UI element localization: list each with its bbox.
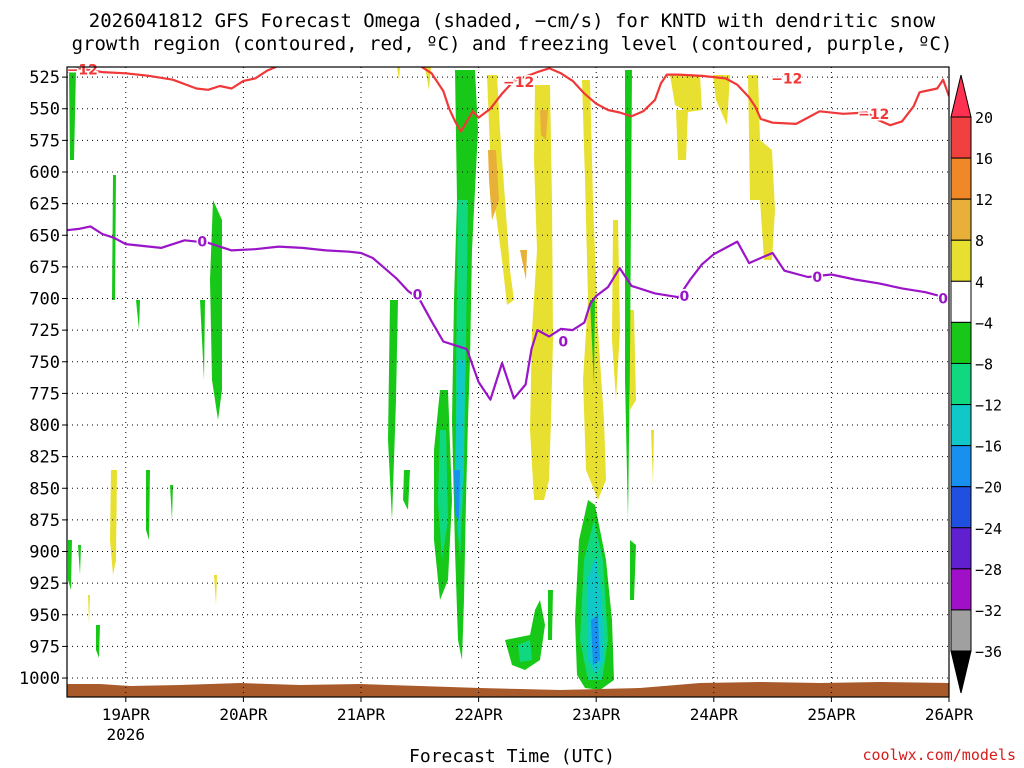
y-tick-label: 1000 [19,669,60,689]
y-tick-label: 525 [29,68,60,88]
contour-label: −12 [67,63,98,79]
contour-labels: −12 −12 −12 −12 0 0 0 0 0 0 [65,61,950,352]
colorbar-label: −28 [975,561,1002,579]
colorbar-label: −24 [975,520,1002,538]
omega-shading [68,67,775,690]
snow-growth-contour [67,67,949,133]
plot-frame [66,66,950,698]
contour-label: 0 [812,270,822,286]
colorbar-swatch [950,321,972,364]
colorbar-swatch [950,362,972,406]
x-tick-label: 22APR [455,705,504,724]
colorbar-swatch [950,445,972,488]
colorbar-label: −12 [975,397,1002,415]
freezing-level-contour [67,225,949,401]
y-tick-label: 550 [29,100,60,120]
y-tick-label: 600 [29,163,60,183]
x-axis-title: Forecast Time (UTC) [409,746,615,767]
y-tick-label: 925 [29,574,60,594]
x-tick-label: 26APR [925,705,974,724]
colorbar-swatch [950,486,972,529]
y-tick-label: 700 [29,290,60,310]
contour-label: 0 [938,292,948,308]
colorbar-max-arrow [950,74,972,118]
colorbar-label: −4 [975,314,993,332]
colorbar-label: 8 [975,232,984,250]
colorbar-swatch [950,568,972,611]
colorbar-label: −8 [975,355,993,373]
colorbar-label: 4 [975,273,984,291]
colorbar-label: 20 [975,109,993,127]
colorbar-label: −36 [975,643,1002,661]
y-tick-label: 825 [29,448,60,468]
colorbar-min-arrow [950,650,972,694]
chart-title-line-1: 2026041812 GFS Forecast Omega (shaded, −… [88,10,936,32]
x-year-label: 2026 [107,725,146,744]
chart-title-line-2: growth region (contoured, red, ºC) and f… [71,33,953,55]
colorbar-swatch [950,157,972,200]
colorbar-swatch [950,239,972,282]
y-tick-label: 875 [29,511,60,531]
x-tick-label: 25APR [807,705,856,724]
y-axis: 525 550 575 600 625 650 675 700 725 750 775 800 825 8… [19,68,67,689]
contour-label: −12 [503,75,534,91]
y-tick-label: 750 [29,353,60,373]
colorbar-label: 12 [975,191,993,209]
colorbar-label: −20 [975,479,1002,497]
y-tick-label: 850 [29,479,60,499]
colorbar-legend: 20 16 12 8 4 −4 −8 −12 −16 −20 −24 −28 −32 −36 [950,74,1002,694]
colorbar-label: 16 [975,150,993,168]
y-tick-label: 950 [29,606,60,626]
colorbar-swatch [950,280,972,323]
x-tick-label: 24APR [690,705,739,724]
colorbar-swatch [950,404,972,447]
colorbar-swatch [950,198,972,241]
colorbar-swatch [950,527,972,570]
x-tick-label: 21APR [337,705,386,724]
contour-label: −12 [771,71,802,87]
y-tick-label: 675 [29,258,60,278]
contour-label: 0 [558,335,568,351]
y-tick-label: 975 [29,637,60,657]
y-tick-label: 725 [29,321,60,341]
contour-label: 0 [413,288,423,304]
contour-label: −12 [858,107,889,123]
y-tick-label: 575 [29,131,60,151]
y-tick-label: 800 [29,416,60,436]
colorbar-swatch [950,609,972,652]
y-tick-label: 900 [29,543,60,563]
contour-label: 0 [680,289,690,305]
x-tick-label: 19APR [102,705,151,724]
y-tick-label: 650 [29,226,60,246]
y-tick-label: 775 [29,384,60,404]
terrain-band [67,682,949,697]
contour-label: 0 [197,235,207,251]
gridlines [67,67,950,697]
x-tick-label: 20APR [219,705,268,724]
credit-link[interactable]: coolwx.com/models [862,746,1016,764]
contour-lines [67,67,949,401]
y-tick-label: 625 [29,195,60,215]
x-tick-label: 23APR [572,705,621,724]
colorbar-label: −32 [975,602,1002,620]
colorbar-swatch [950,116,972,159]
colorbar-label: −16 [975,438,1002,456]
